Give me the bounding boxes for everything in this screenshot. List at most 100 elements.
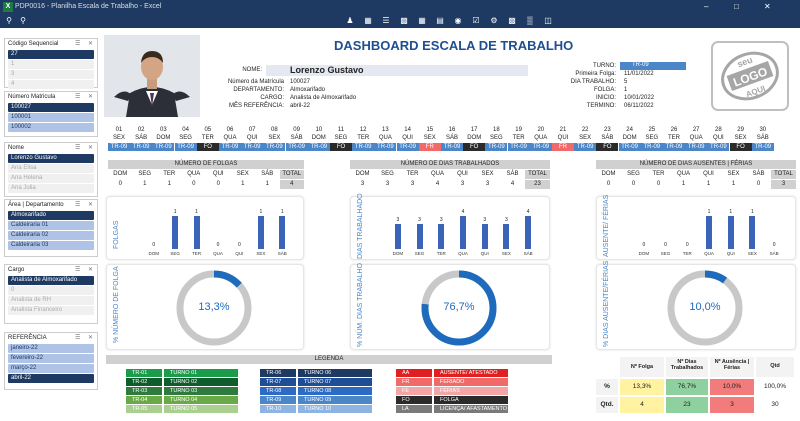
day-turno[interactable]: TR-09 [685, 143, 708, 151]
day-turno[interactable]: TR-09 [441, 143, 463, 151]
slicer-item[interactable]: fevereiro-22 [8, 354, 94, 363]
day-turno[interactable]: TR-09 [352, 143, 375, 151]
day-turno[interactable]: FO [596, 143, 619, 151]
nome-label: NOME: [242, 67, 262, 73]
slicer-item[interactable]: 3 [8, 70, 94, 79]
bar-value-label: 3 [418, 217, 421, 223]
clear-filter-icon[interactable]: ✕ [88, 267, 94, 273]
multi-select-icon[interactable]: ☰ [75, 94, 81, 100]
slicer-item[interactable]: 100027 [8, 103, 94, 112]
day-turno[interactable]: FR [552, 143, 574, 151]
multi-select-icon[interactable]: ☰ [75, 202, 81, 208]
restore-button[interactable]: □ [734, 2, 739, 11]
day-turno[interactable]: FR [418, 143, 441, 151]
bar [193, 215, 200, 249]
dashboard-title: DASHBOARD ESCALA DE TRABALHO [334, 38, 574, 53]
title-bar: X PDP0016 - Planilha Escala de Trabalho … [0, 0, 800, 14]
clear-filter-icon[interactable]: ✕ [88, 335, 94, 341]
multi-select-icon[interactable]: ☰ [75, 41, 81, 47]
slicer-item[interactable]: Ana Helena [8, 174, 94, 183]
day-turno[interactable]: TR-09 [396, 143, 419, 151]
legend-name: FERIADO [434, 378, 508, 386]
day-turno[interactable]: TR-09 [751, 143, 774, 151]
clear-filter-icon[interactable]: ✕ [88, 145, 94, 151]
slicer-item[interactable]: 100001 [8, 113, 94, 122]
calendar-icon[interactable]: ▩ [400, 16, 408, 25]
day-turno[interactable]: TR-09 [507, 143, 530, 151]
day-turno[interactable]: TR-09 [219, 143, 241, 151]
dashboard-icon[interactable]: ◉ [454, 16, 462, 25]
slicer-item[interactable]: 100002 [8, 123, 94, 132]
ausentes-header: NÚMERO DE DIAS AUSENTES | FÉRIAS [596, 160, 796, 169]
day-turno[interactable]: TR-09 [663, 143, 685, 151]
slicer-item[interactable]: 27 [8, 50, 94, 59]
day-number: 25 [648, 127, 656, 133]
list-icon[interactable]: ☰ [382, 16, 390, 25]
x-tick-label: SÁB [277, 251, 287, 256]
day-turno[interactable]: TR-09 [485, 143, 508, 151]
slicer-item[interactable]: 0 [8, 286, 94, 295]
window-icon[interactable]: ◫ [544, 16, 552, 25]
legend-code: TR-06 [260, 369, 296, 377]
day-turno[interactable]: TR-09 [574, 143, 597, 151]
slicer-item[interactable]: Ana Julia [8, 184, 94, 193]
slicer-item[interactable]: Lorenzo Gustavo [8, 154, 94, 163]
slicer-item[interactable]: Caldeiraria 03 [8, 241, 94, 250]
day-turno[interactable]: TR-09 [307, 143, 330, 151]
day-turno[interactable]: FO [463, 143, 486, 151]
day-column: 04 SEG TR-09 [174, 126, 197, 153]
day-turno[interactable]: TR-09 [130, 143, 153, 151]
people-icon[interactable]: ♟ [346, 16, 354, 25]
minimize-button[interactable]: – [704, 2, 709, 11]
day-number: 01 [115, 127, 123, 133]
zoom-out-icon[interactable]: ⚲ [6, 16, 12, 25]
day-turno[interactable]: TR-09 [108, 143, 130, 151]
bar-chart-icon[interactable]: ▒ [527, 16, 533, 25]
day-turno[interactable]: TR-09 [285, 143, 308, 151]
day-turno[interactable]: TR-09 [152, 143, 175, 151]
clear-filter-icon[interactable]: ✕ [88, 202, 94, 208]
settings-icon[interactable]: ⚙ [490, 16, 498, 25]
day-turno[interactable]: TR-09 [707, 143, 730, 151]
day-turno[interactable]: TR-09 [241, 143, 264, 151]
day-turno[interactable]: FO [729, 143, 752, 151]
day-turno[interactable]: TR-09 [529, 143, 552, 151]
slicer-item[interactable]: Ana Elisa [8, 164, 94, 173]
day-number: 08 [271, 127, 278, 133]
zoom-in-icon[interactable]: ⚲ [20, 16, 26, 25]
slicer-item[interactable]: Analista de Almoxarifado [8, 276, 94, 285]
grid-icon[interactable]: ▦ [418, 16, 426, 25]
slicer-item[interactable]: Analista de RH [8, 296, 94, 305]
checklist-icon[interactable]: ☑ [472, 16, 480, 25]
day-turno[interactable]: FO [196, 143, 219, 151]
table-icon[interactable]: ▦ [364, 16, 372, 25]
chart-icon[interactable]: ▩ [508, 16, 516, 25]
slicer-item[interactable]: Almoxarifado [8, 211, 94, 220]
day-turno[interactable]: TR-09 [618, 143, 641, 151]
slicer-item[interactable]: Analista Financeiro [8, 306, 94, 315]
multi-select-icon[interactable]: ☰ [75, 267, 81, 273]
clear-filter-icon[interactable]: ✕ [88, 94, 94, 100]
day-turno[interactable]: TR-09 [263, 143, 286, 151]
day-turno[interactable]: TR-09 [374, 143, 397, 151]
bar-value-label: 0 [642, 242, 646, 248]
multi-select-icon[interactable]: ☰ [75, 145, 81, 151]
day-turno[interactable]: FO [330, 143, 352, 151]
slicer-item[interactable]: janeiro-22 [8, 344, 94, 353]
slicer-item[interactable]: 4 [8, 80, 94, 89]
slicer-item[interactable]: 1 [8, 60, 94, 69]
slicer-item[interactable]: Caldeiraria 02 [8, 231, 94, 240]
day-number: 17 [470, 127, 478, 133]
slicer-item[interactable]: Caldeiraria 01 [8, 221, 94, 230]
multi-select-icon[interactable]: ☰ [75, 335, 81, 341]
day-turno[interactable]: TR-09 [174, 143, 197, 151]
day-turno[interactable]: TR-09 [640, 143, 663, 151]
sheet-icon[interactable]: ▤ [436, 16, 444, 25]
weekday-value: 3 [385, 181, 390, 187]
window-title: PDP0016 - Planilha Escala de Trabalho - … [15, 3, 162, 10]
slicer-item[interactable]: março-22 [8, 364, 94, 373]
close-button[interactable]: ✕ [764, 2, 771, 11]
clear-filter-icon[interactable]: ✕ [88, 41, 94, 47]
inicio-label: INICIO: [595, 95, 616, 101]
slicer-item[interactable]: abril-22 [8, 374, 94, 383]
